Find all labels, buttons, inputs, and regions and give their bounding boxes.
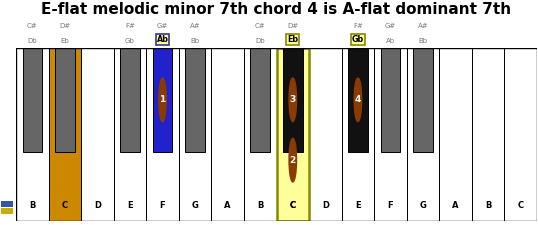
Ellipse shape	[354, 78, 362, 122]
Text: Bb: Bb	[190, 38, 200, 44]
Text: Gb: Gb	[352, 35, 364, 44]
Text: D#: D#	[59, 23, 70, 29]
Bar	[146, 48, 179, 220]
Text: D: D	[322, 201, 329, 210]
Bar	[472, 48, 505, 220]
Text: Bb: Bb	[419, 38, 428, 44]
Bar	[114, 48, 146, 220]
Bar	[407, 48, 440, 220]
Text: B: B	[485, 201, 491, 210]
Bar	[211, 48, 244, 220]
Bar	[120, 48, 140, 151]
Text: basicmusictheory.com: basicmusictheory.com	[4, 71, 10, 145]
Bar	[81, 48, 114, 220]
Bar	[277, 48, 309, 220]
Bar	[381, 48, 400, 151]
Text: F#: F#	[353, 23, 363, 29]
Text: C: C	[518, 201, 524, 210]
Bar	[23, 48, 42, 151]
Text: B: B	[257, 201, 264, 210]
Text: F: F	[388, 201, 393, 210]
Bar	[251, 48, 270, 151]
Text: C#: C#	[27, 23, 38, 29]
Text: D: D	[94, 201, 101, 210]
Bar	[55, 48, 75, 151]
Text: G#: G#	[157, 23, 168, 29]
Text: Eb: Eb	[60, 38, 69, 44]
Bar	[413, 48, 433, 151]
Text: D#: D#	[287, 23, 299, 29]
Bar	[16, 48, 48, 220]
Text: 1: 1	[159, 95, 166, 104]
Text: C: C	[290, 201, 296, 210]
Bar	[283, 48, 302, 151]
Text: 2: 2	[289, 156, 296, 165]
Bar	[153, 48, 172, 151]
Bar	[185, 48, 205, 151]
Bar	[309, 48, 342, 220]
Bar	[505, 48, 537, 220]
Text: Eb: Eb	[287, 35, 299, 44]
Text: Ab: Ab	[386, 38, 395, 44]
Text: A#: A#	[417, 23, 428, 29]
Bar	[440, 48, 472, 220]
Bar	[348, 48, 367, 151]
Text: E-flat melodic minor 7th chord 4 is A-flat dominant 7th: E-flat melodic minor 7th chord 4 is A-fl…	[41, 2, 512, 16]
Text: Db: Db	[27, 38, 37, 44]
Bar	[244, 48, 277, 220]
Text: G: G	[192, 201, 199, 210]
Ellipse shape	[159, 78, 166, 122]
Text: Gb: Gb	[125, 38, 135, 44]
Text: E: E	[127, 201, 133, 210]
Bar	[342, 48, 374, 220]
Text: G: G	[420, 201, 427, 210]
Text: F: F	[160, 201, 165, 210]
Text: F#: F#	[125, 23, 135, 29]
Text: 4: 4	[355, 95, 361, 104]
Text: B: B	[29, 201, 36, 210]
Text: C: C	[290, 201, 296, 210]
Text: A: A	[224, 201, 231, 210]
Text: 3: 3	[289, 95, 296, 104]
Bar	[48, 48, 81, 220]
Text: G#: G#	[385, 23, 396, 29]
Text: A#: A#	[190, 23, 201, 29]
Text: E: E	[355, 201, 360, 210]
Bar	[179, 48, 211, 220]
Bar	[277, 48, 309, 220]
Text: Db: Db	[256, 38, 265, 44]
Ellipse shape	[289, 138, 296, 182]
Ellipse shape	[289, 78, 296, 122]
Bar	[1, 201, 13, 207]
Text: A: A	[452, 201, 459, 210]
Text: C: C	[62, 201, 68, 210]
Text: C#: C#	[255, 23, 266, 29]
Text: Ab: Ab	[157, 35, 168, 44]
Bar	[374, 48, 407, 220]
Bar	[1, 208, 13, 214]
